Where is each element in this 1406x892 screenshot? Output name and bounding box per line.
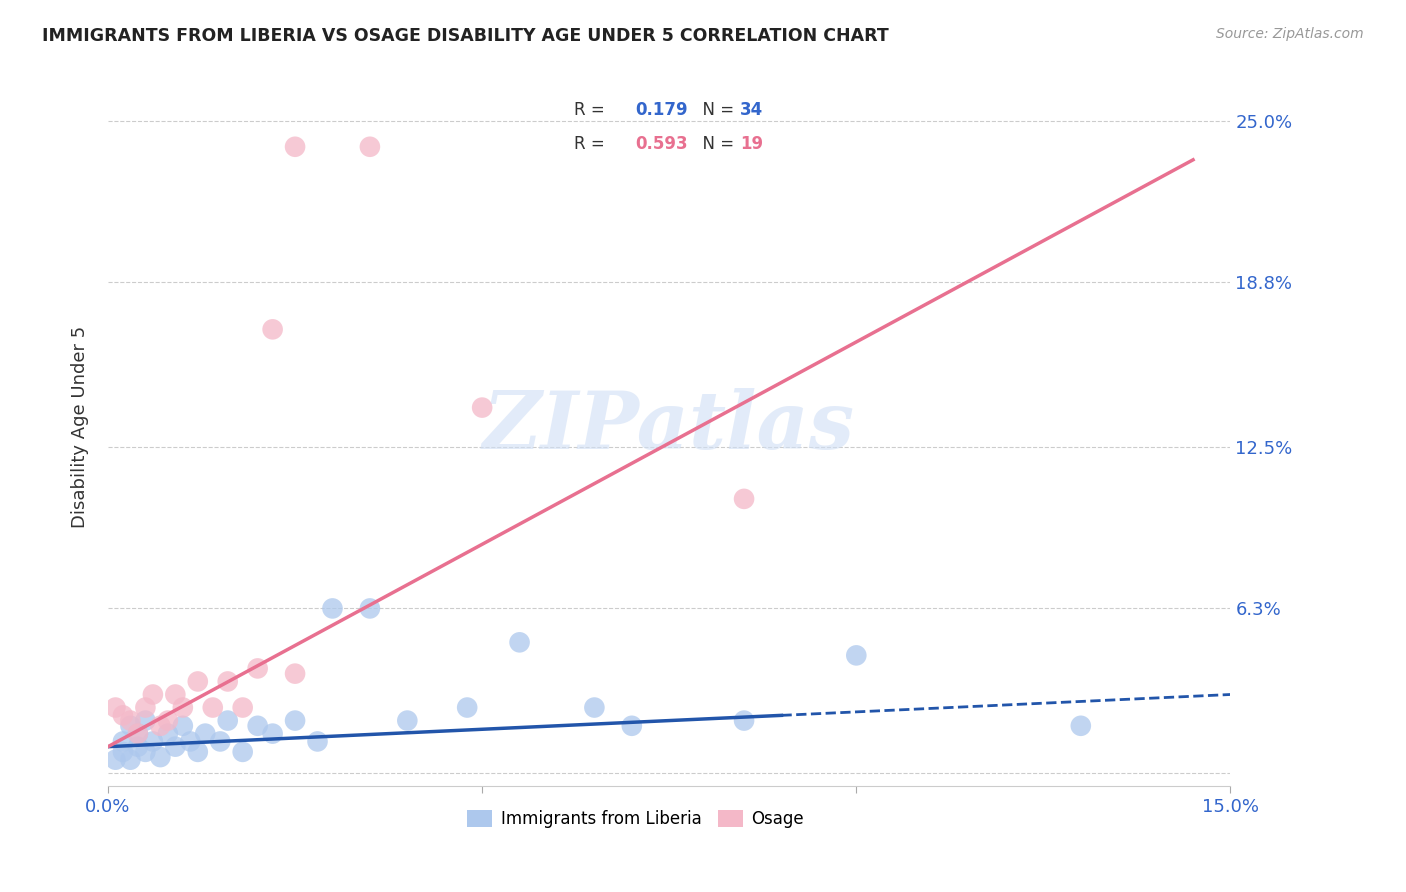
Point bbox=[217, 674, 239, 689]
Text: IMMIGRANTS FROM LIBERIA VS OSAGE DISABILITY AGE UNDER 5 CORRELATION CHART: IMMIGRANTS FROM LIBERIA VS OSAGE DISABIL… bbox=[42, 27, 889, 45]
Point bbox=[583, 700, 606, 714]
Point bbox=[127, 726, 149, 740]
Point bbox=[156, 726, 179, 740]
Point bbox=[104, 700, 127, 714]
Point bbox=[246, 719, 269, 733]
Point bbox=[209, 734, 232, 748]
Text: 0.179: 0.179 bbox=[636, 101, 688, 119]
Point bbox=[509, 635, 531, 649]
Point bbox=[321, 601, 343, 615]
Point bbox=[262, 322, 284, 336]
Point bbox=[232, 700, 254, 714]
Point bbox=[120, 753, 142, 767]
Point bbox=[142, 688, 165, 702]
Point bbox=[396, 714, 419, 728]
Point bbox=[127, 726, 149, 740]
Text: Source: ZipAtlas.com: Source: ZipAtlas.com bbox=[1216, 27, 1364, 41]
Point bbox=[165, 688, 187, 702]
Point bbox=[179, 734, 201, 748]
Text: N =: N = bbox=[692, 135, 740, 153]
Point bbox=[111, 708, 134, 723]
Point bbox=[172, 700, 194, 714]
Text: ZIPatlas: ZIPatlas bbox=[484, 388, 855, 466]
Point bbox=[232, 745, 254, 759]
Point bbox=[217, 714, 239, 728]
Point bbox=[149, 750, 172, 764]
Point bbox=[733, 714, 755, 728]
Point bbox=[262, 726, 284, 740]
Point bbox=[284, 666, 307, 681]
Text: 19: 19 bbox=[740, 135, 763, 153]
Text: N =: N = bbox=[692, 101, 740, 119]
Text: R =: R = bbox=[574, 101, 610, 119]
Point bbox=[111, 745, 134, 759]
Point bbox=[471, 401, 494, 415]
Point bbox=[172, 719, 194, 733]
Point bbox=[111, 734, 134, 748]
Text: R =: R = bbox=[574, 135, 610, 153]
Legend: Immigrants from Liberia, Osage: Immigrants from Liberia, Osage bbox=[461, 804, 811, 835]
Point bbox=[165, 739, 187, 754]
Point bbox=[142, 734, 165, 748]
Point bbox=[284, 714, 307, 728]
Point bbox=[134, 714, 156, 728]
Point bbox=[307, 734, 329, 748]
Point bbox=[620, 719, 643, 733]
Point bbox=[201, 700, 224, 714]
Point bbox=[104, 753, 127, 767]
Point bbox=[120, 714, 142, 728]
Point bbox=[359, 140, 381, 154]
Point bbox=[845, 648, 868, 663]
Point bbox=[1070, 719, 1092, 733]
Point bbox=[456, 700, 478, 714]
Point bbox=[134, 700, 156, 714]
Point bbox=[194, 726, 217, 740]
Point bbox=[156, 714, 179, 728]
Point bbox=[733, 491, 755, 506]
Point bbox=[359, 601, 381, 615]
Point bbox=[127, 739, 149, 754]
Point bbox=[120, 719, 142, 733]
Text: 34: 34 bbox=[740, 101, 763, 119]
Point bbox=[187, 745, 209, 759]
Y-axis label: Disability Age Under 5: Disability Age Under 5 bbox=[72, 326, 89, 528]
Point bbox=[246, 661, 269, 675]
Point bbox=[149, 719, 172, 733]
Point bbox=[284, 140, 307, 154]
Point bbox=[134, 745, 156, 759]
Point bbox=[187, 674, 209, 689]
Text: 0.593: 0.593 bbox=[636, 135, 688, 153]
